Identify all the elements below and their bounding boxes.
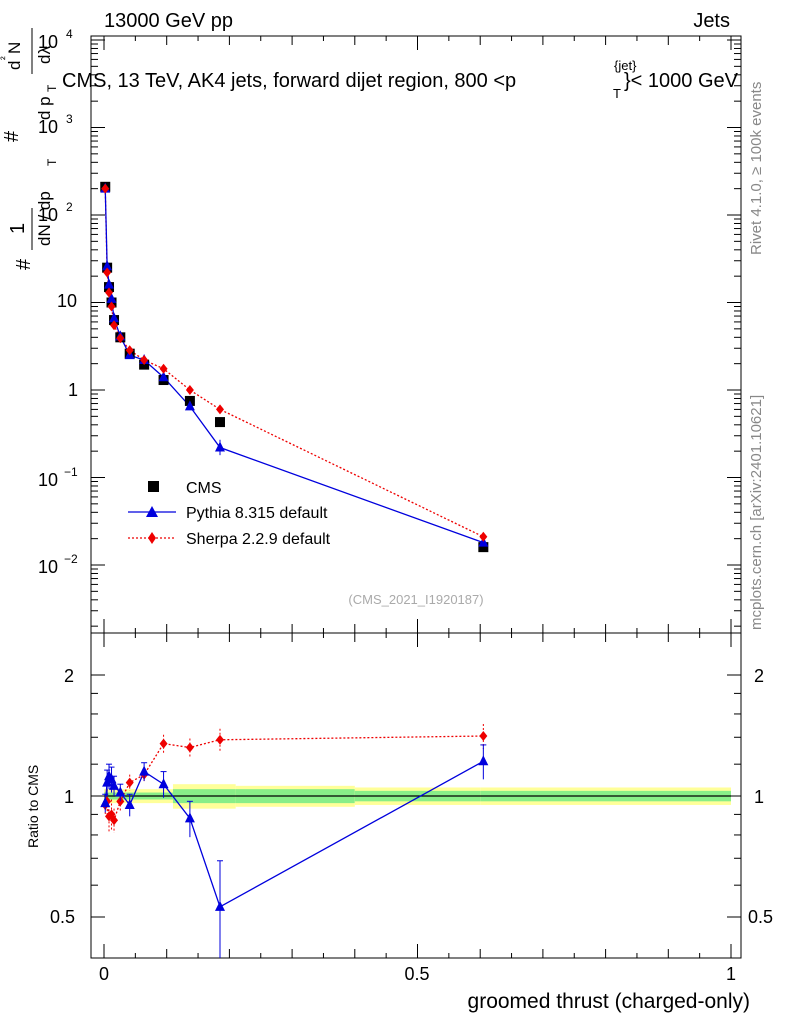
- legend-sherpa-label: Sherpa 2.2.9 default: [186, 531, 331, 548]
- pythia-ratio-point: [109, 779, 120, 790]
- sherpa-point: [101, 183, 110, 194]
- sherpa-ratio-point: [159, 738, 168, 749]
- ratio-uncertainty-band: [104, 784, 731, 809]
- main-panel-frame: [90, 35, 742, 647]
- pythia-point: [102, 260, 113, 271]
- sherpa-point: [116, 333, 125, 344]
- xtick-0: 0: [99, 964, 109, 984]
- ytick-1e3-base: 10: [38, 117, 58, 137]
- xtick-1: 1: [726, 964, 736, 984]
- mcplots-credit: mcplots.cern.ch [arXiv:2401.10621]: [748, 395, 765, 630]
- pythia-ratio-point: [158, 778, 169, 789]
- jets-label: Jets: [693, 10, 730, 32]
- ratio-y-label: Ratio to CMS: [25, 765, 41, 848]
- pythia-line: [104, 188, 484, 544]
- sherpa-point: [185, 385, 194, 395]
- ytick-1: 1: [68, 380, 78, 400]
- sherpa-ratio-point: [215, 734, 224, 745]
- ratio-tick-05: 0.5: [50, 907, 75, 927]
- sherpa-point: [215, 404, 224, 415]
- sherpa-point: [103, 267, 112, 278]
- ylabel-t2: T: [45, 84, 59, 92]
- title-text: CMS, 13 TeV, AK4 jets, forward dijet reg…: [62, 70, 516, 92]
- pythia-ratio-point: [100, 797, 111, 808]
- pythia-ratio-point: [139, 765, 150, 776]
- legend: CMS Pythia 8.315 default Sherpa 2.2.9 de…: [128, 480, 331, 548]
- legend-pythia-marker: [146, 506, 158, 517]
- ylabel-hash1: #: [13, 258, 35, 270]
- ytick-1e2-base: 10: [38, 205, 58, 225]
- ylabel-n: N: [5, 42, 24, 54]
- sherpa-point: [479, 531, 488, 542]
- ytick-1e2-exp: 2: [66, 200, 73, 214]
- xtick-05: 0.5: [404, 964, 429, 984]
- sherpa-point: [110, 320, 119, 331]
- pythia-point: [104, 278, 115, 289]
- axis-ticks: [91, 36, 741, 958]
- ylabel-dlambda: dλ: [35, 46, 54, 64]
- sherpa-ratio-point: [479, 731, 488, 742]
- ytick-1e3-exp: 3: [66, 112, 73, 126]
- ylabel-dndpt: dN / dp: [35, 191, 54, 246]
- sherpa-point: [107, 301, 116, 312]
- pythia-point: [106, 292, 117, 303]
- title-end: }< 1000 GeV: [624, 70, 739, 92]
- pythia-ratio-point: [184, 812, 195, 823]
- ytick-1e-2-exp: −2: [64, 552, 78, 566]
- legend-pythia-label: Pythia 8.315 default: [186, 505, 328, 522]
- ratio-tick-2-right: 2: [754, 666, 764, 686]
- sherpa-ratio-point: [185, 742, 194, 753]
- pythia-point: [184, 400, 195, 411]
- ylabel-dp: d p: [35, 96, 54, 120]
- main-y-tick-labels: 10 4 10 3 10 2 10 1 10 −1 10 −2: [38, 27, 78, 577]
- pythia-ratio-point: [214, 900, 225, 911]
- sherpa-point: [159, 363, 168, 374]
- sherpa-line: [104, 188, 484, 538]
- ytick-1e-1-base: 10: [38, 470, 58, 490]
- ylabel-t1: T: [45, 158, 59, 166]
- ratio-tick-1-right: 1: [754, 787, 764, 807]
- ytick-1e-1-exp: −1: [64, 465, 78, 479]
- title-subscript: T: [613, 86, 621, 101]
- ylabel-hash2: #: [1, 130, 23, 142]
- analysis-id: (CMS_2021_I1920187): [348, 592, 483, 607]
- x-axis-label: groomed thrust (charged-only): [468, 990, 750, 1013]
- legend-sherpa-marker: [148, 532, 156, 544]
- x-tick-labels: 0 0.5 1: [99, 964, 736, 984]
- pythia-ratio-point: [478, 755, 489, 766]
- y-axis-label: # 1 dN / dp T # d p T d ² N dλ: [0, 28, 59, 270]
- sherpa-point: [125, 345, 134, 356]
- ratio-tick-05-right: 0.5: [748, 907, 773, 927]
- legend-cms-label: CMS: [186, 480, 222, 497]
- collision-label: 13000 GeV pp: [104, 10, 233, 32]
- sherpa-ratio-point: [110, 815, 119, 826]
- ratio-y-tick-labels: 2 1 0.5 2 1 0.5: [50, 666, 773, 927]
- ytick-1e4-exp: 4: [66, 27, 73, 41]
- main-series: [100, 181, 489, 553]
- ylabel-one: 1: [7, 223, 29, 234]
- pythia-ratio-point: [124, 798, 135, 809]
- ytick-1e-2-base: 10: [38, 557, 58, 577]
- ratio-series: [100, 724, 489, 958]
- title-superscript: {jet}: [614, 58, 637, 73]
- legend-cms-marker: [148, 481, 159, 492]
- plot-title: CMS, 13 TeV, AK4 jets, forward dijet reg…: [62, 58, 739, 101]
- pythia-ratio-point: [102, 776, 113, 787]
- pythia-ratio-point: [115, 786, 126, 797]
- cms-point: [478, 542, 489, 553]
- ylabel-d: d: [5, 61, 24, 70]
- pythia-point: [109, 312, 120, 323]
- rivet-version: Rivet 4.1.0, ≥ 100k events: [748, 82, 765, 255]
- ylabel-sq: ²: [0, 56, 11, 60]
- ytick-1e4-base: 10: [38, 32, 58, 52]
- sherpa-point: [140, 355, 149, 366]
- sherpa-ratio-point: [125, 777, 134, 788]
- cms-point: [214, 417, 225, 428]
- ratio-tick-1: 1: [64, 787, 74, 807]
- ratio-tick-2: 2: [64, 666, 74, 686]
- ytick-10: 10: [57, 291, 77, 311]
- pythia-point: [158, 371, 169, 382]
- sherpa-point: [105, 287, 114, 298]
